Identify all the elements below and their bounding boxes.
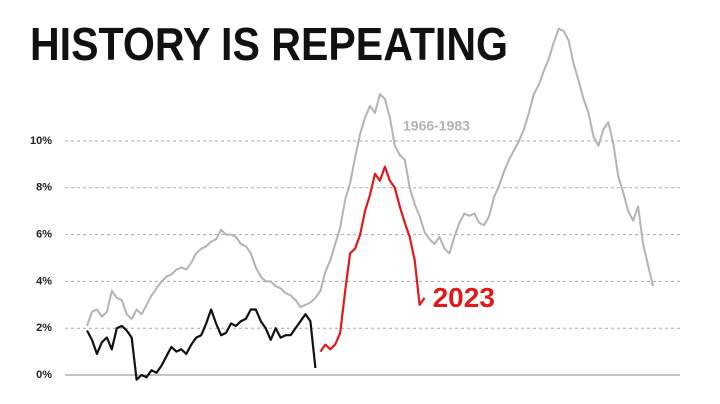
series-line <box>319 165 426 353</box>
y-tick-label: 2% <box>36 322 52 334</box>
chart-title: HISTORY IS REPEATING <box>30 18 508 70</box>
y-tick-label: 0% <box>36 369 52 381</box>
series-line <box>86 308 317 381</box>
series-line <box>86 27 654 327</box>
y-tick-label: 8% <box>36 182 52 194</box>
series-label: 1966-1983 <box>403 118 470 134</box>
series-label: 2023 <box>433 282 495 313</box>
y-tick-label: 6% <box>36 229 52 241</box>
y-tick-label: 10% <box>30 135 52 147</box>
y-tick-label: 4% <box>36 275 52 287</box>
